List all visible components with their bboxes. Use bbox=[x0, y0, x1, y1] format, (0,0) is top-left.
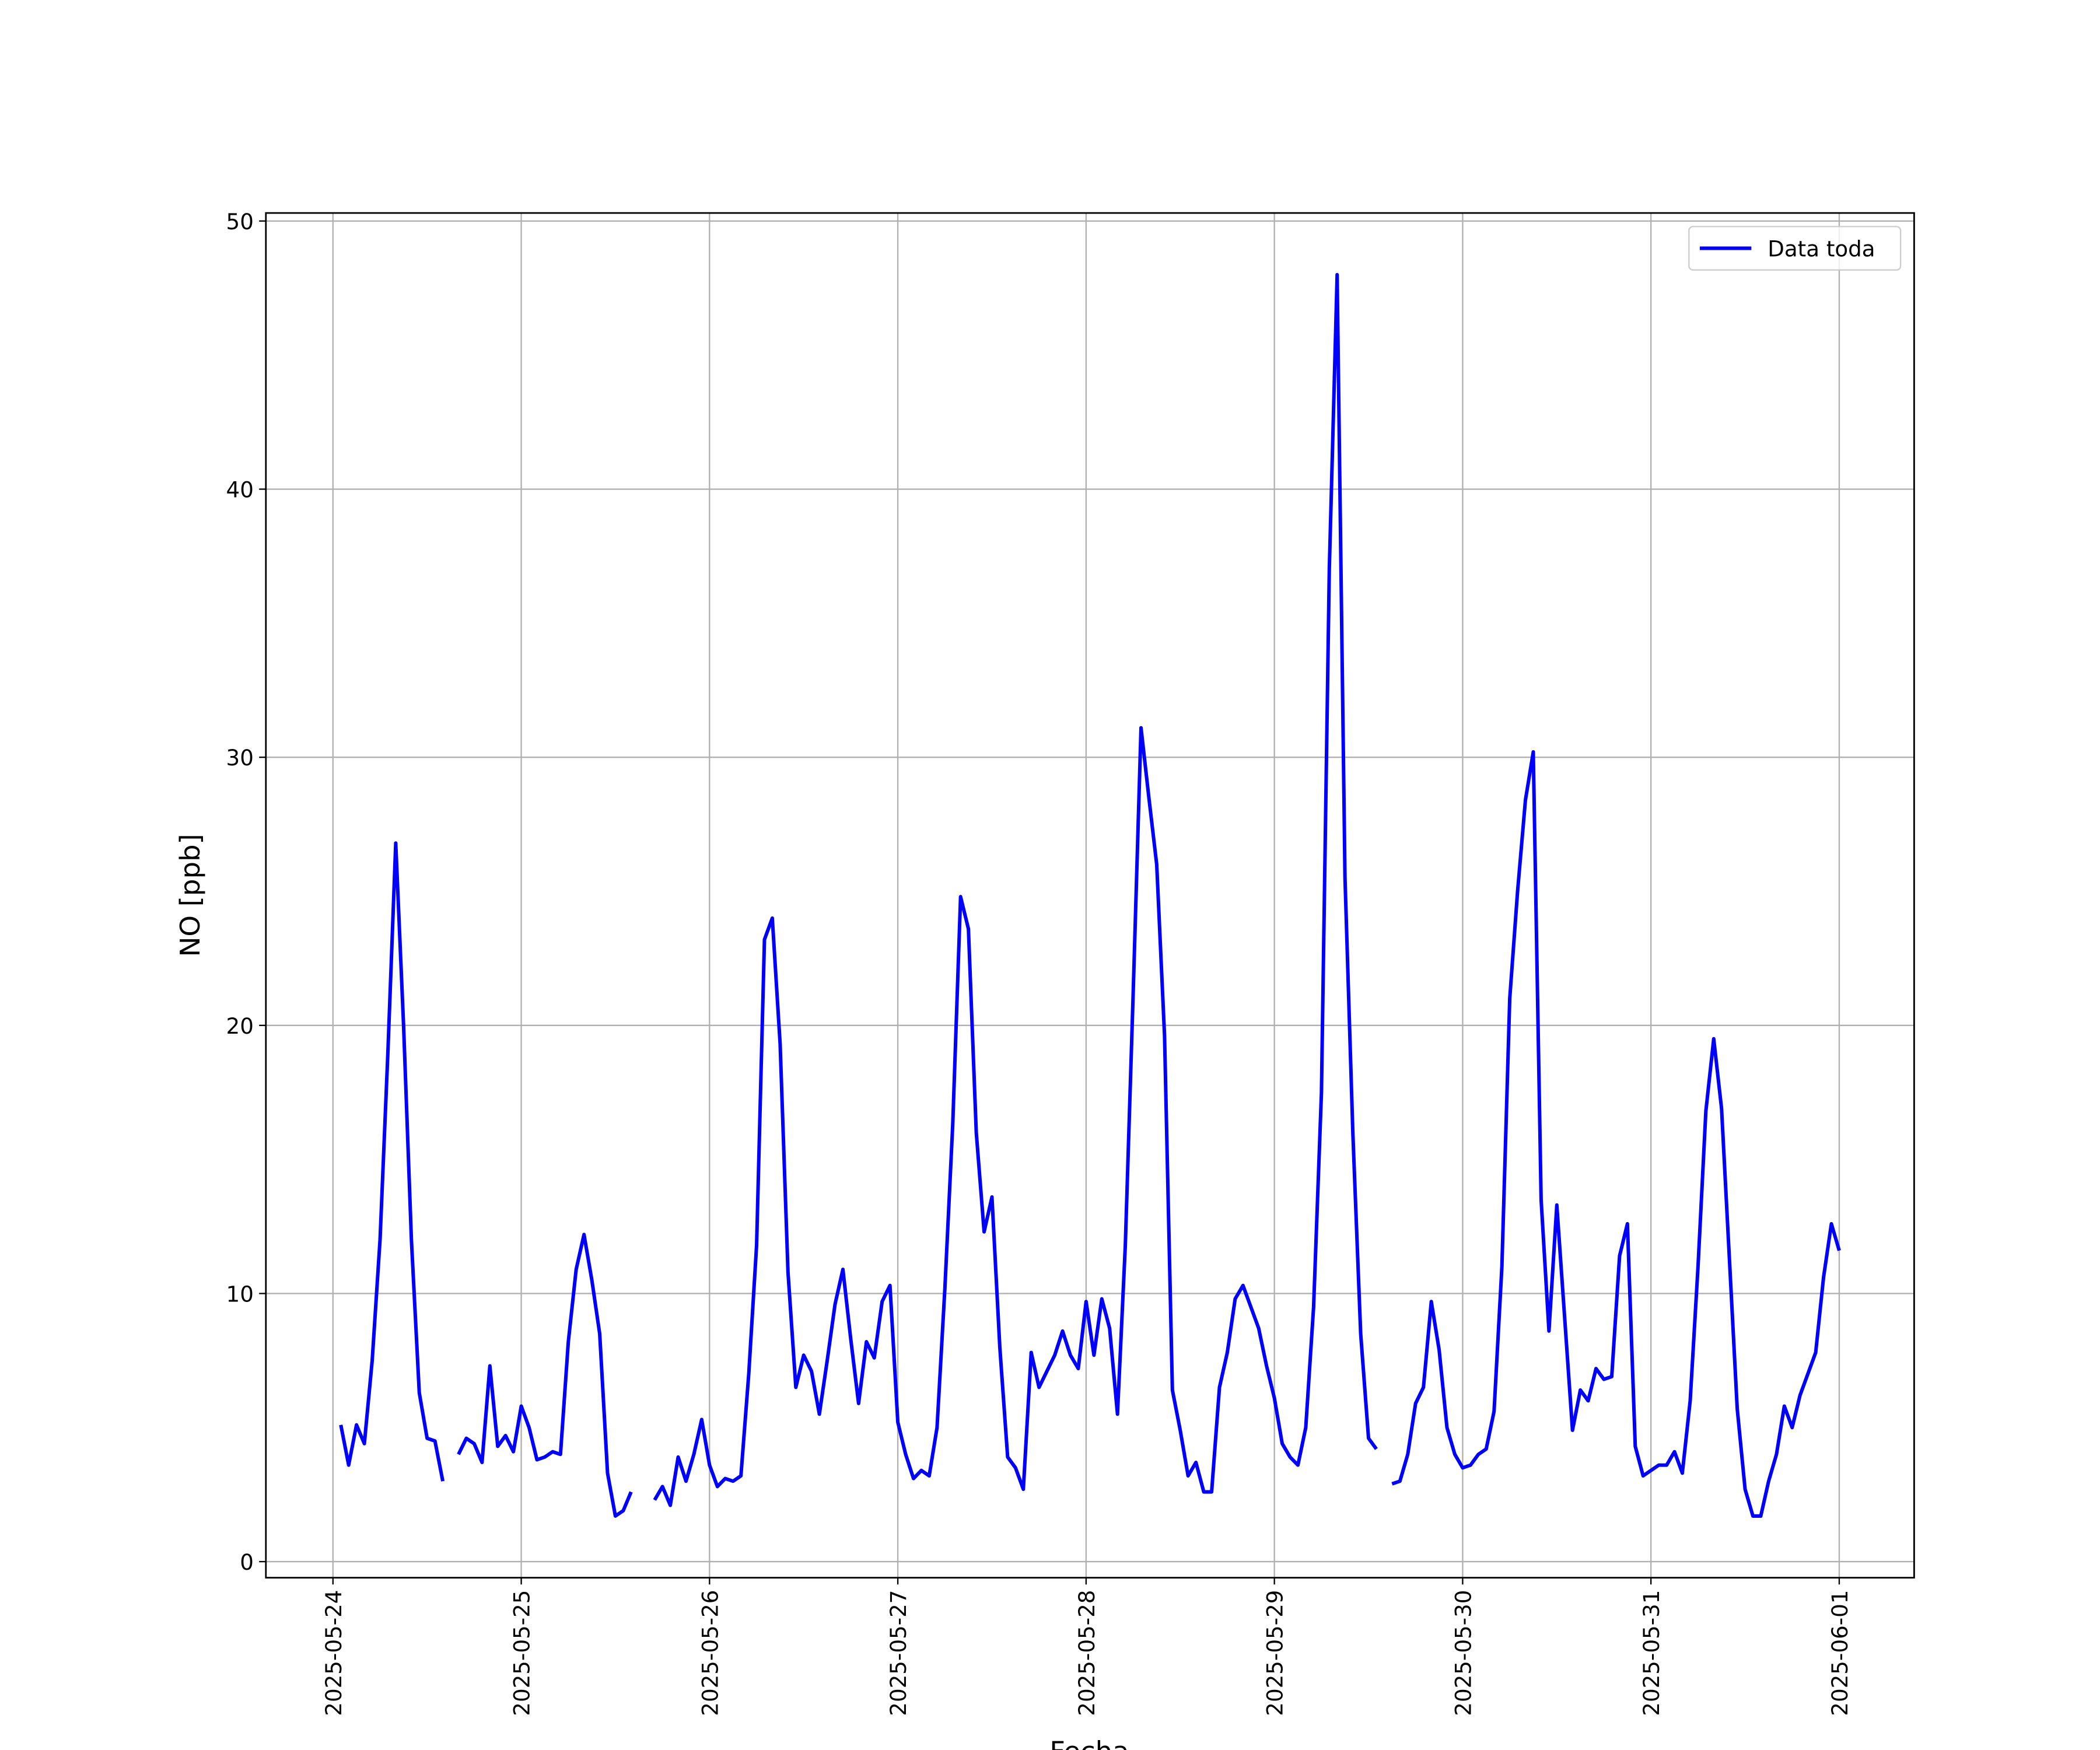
x-axis-label: Fecha bbox=[1049, 1736, 1129, 1750]
ticks: 0 10 20 30 40 50 2025-05-24 2025-05-25 2025-05-2… bbox=[226, 209, 1853, 1716]
y-axis-label: NO [ppb] bbox=[174, 834, 206, 957]
y-tick-label: 10 bbox=[226, 1281, 254, 1307]
x-tick-label: 2025-05-24 bbox=[321, 1590, 346, 1716]
grid bbox=[265, 213, 1915, 1578]
x-tick-label: 2025-05-31 bbox=[1639, 1590, 1664, 1716]
x-tick-label: 2025-05-28 bbox=[1074, 1590, 1100, 1716]
legend-label: Data toda bbox=[1768, 236, 1875, 262]
x-tick-label: 2025-05-30 bbox=[1450, 1590, 1476, 1716]
data-line bbox=[339, 272, 1841, 1518]
axes-frame bbox=[265, 212, 1915, 1579]
y-tick-label: 30 bbox=[226, 745, 254, 771]
x-tick-label: 2025-05-25 bbox=[509, 1590, 535, 1716]
x-tick-label: 2025-05-26 bbox=[697, 1590, 723, 1716]
y-tick-label: 20 bbox=[226, 1013, 254, 1039]
x-tick-label: 2025-05-29 bbox=[1262, 1590, 1288, 1716]
y-tick-label: 40 bbox=[226, 477, 254, 502]
y-tick-label: 50 bbox=[226, 209, 254, 235]
x-tick-label: 2025-05-27 bbox=[886, 1590, 911, 1716]
x-tick-label: 2025-06-01 bbox=[1827, 1590, 1853, 1716]
legend-box bbox=[1688, 226, 1902, 271]
plot-area bbox=[339, 272, 1841, 1518]
y-tick-label: 0 bbox=[240, 1549, 254, 1575]
legend: Data toda bbox=[1688, 226, 1902, 271]
